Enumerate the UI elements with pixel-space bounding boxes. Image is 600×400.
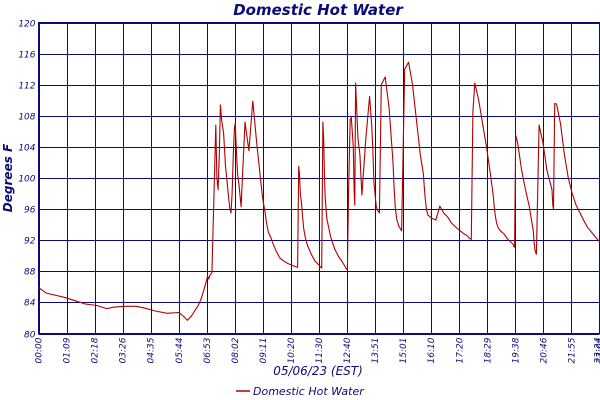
x-tick-label: 06:53 [203,337,213,363]
x-tick-label: 00:00 [35,337,45,363]
y-tick-label: 88 [24,268,36,278]
x-tick-label: 01:09 [63,337,73,363]
y-tick-label: 112 [18,82,35,92]
x-tick-label: 10:20 [287,337,297,363]
x-tick-label: 03:26 [119,337,129,363]
x-tick-label: 18:29 [483,337,493,363]
y-tick-label: 80 [24,331,36,341]
grid-lines [38,22,600,335]
x-tick-label: 23:24 [594,337,600,363]
x-tick-label: 09:11 [259,338,269,364]
series-line-domestic-hot-water [38,61,600,321]
y-tick-label: 84 [24,299,36,309]
x-tick-label: 02:18 [91,337,101,363]
x-tick-label: 08:02 [231,337,241,363]
y-tick-label: 120 [18,20,35,30]
legend-label: Domestic Hot Water [253,385,365,398]
y-tick-label: 96 [24,206,36,216]
chart-title: Domestic Hot Water [233,1,404,19]
x-tick-label: 15:01 [399,338,409,364]
x-tick-label: 11:30 [315,337,325,363]
x-tick-label: 12:40 [343,337,353,363]
x-tick-label: 16:10 [427,337,437,363]
x-tick-label: 20:46 [539,337,549,363]
x-tick-label: 05:44 [175,337,185,363]
x-tick-label: 19:38 [511,337,521,363]
y-axis-label: Degrees F [1,143,15,212]
x-tick-label: 23:04 [596,337,600,363]
y-tick-label: 116 [18,51,35,61]
x-axis-label: 05/06/23 (EST) [273,364,363,378]
x-axis-ticks: 00:00 01:09 02:18 03:26 04:35 05:44 06:53 08:02… [35,337,600,363]
x-tick-label: 21:55 [567,337,577,363]
y-tick-label: 108 [18,113,35,123]
x-tick-label: 04:35 [147,337,157,363]
y-tick-label: 92 [24,237,36,247]
x-tick-label: 17:20 [455,337,465,363]
x-tick-label: 13:51 [371,338,381,364]
y-tick-label: 104 [18,144,35,154]
y-axis-ticks: 80 84 88 92 96 100 104 108 112 116 120 [18,20,35,341]
y-tick-label: 100 [18,175,35,185]
legend: Domestic Hot Water [236,385,365,398]
